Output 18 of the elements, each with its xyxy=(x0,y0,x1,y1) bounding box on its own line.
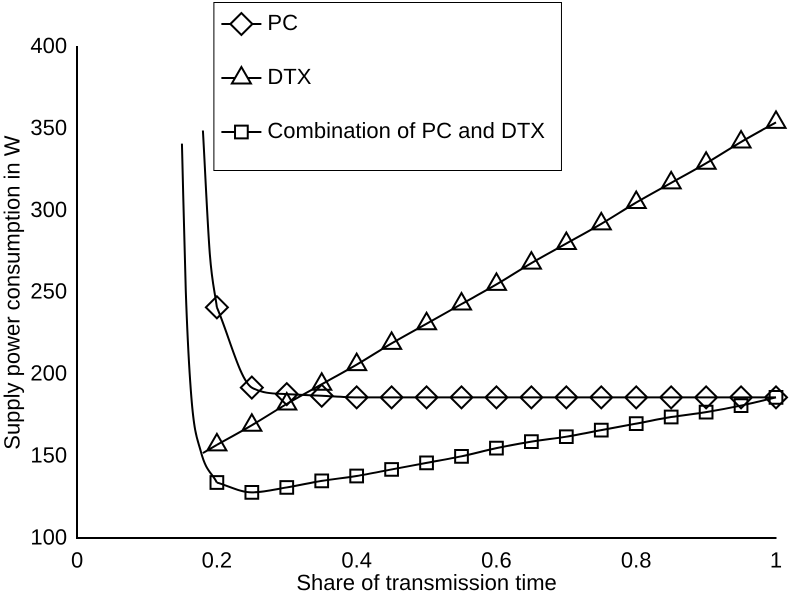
x-tick-label: 0.4 xyxy=(341,547,372,572)
y-tick-label: 300 xyxy=(30,196,68,222)
y-tick-label: 250 xyxy=(30,278,68,304)
legend-label: Combination of PC and DTX xyxy=(267,118,546,144)
legend-label: PC xyxy=(267,10,298,36)
y-tick-label: 200 xyxy=(30,360,68,386)
y-tick-label: 100 xyxy=(30,524,68,550)
y-tick-label: 400 xyxy=(30,33,68,58)
x-tick-label: 0 xyxy=(70,547,84,572)
y-axis-title: Supply power consumption in W xyxy=(0,135,24,450)
y-tick-label: 350 xyxy=(30,114,68,140)
x-tick-label: 0.8 xyxy=(620,547,652,572)
legend-label: DTX xyxy=(267,64,312,90)
x-tick-label: 0.2 xyxy=(202,547,232,572)
x-tick-label: 0.6 xyxy=(481,547,512,572)
y-tick-label: 150 xyxy=(30,442,68,468)
x-axis-title: Share of transmission time xyxy=(296,570,557,595)
x-tick-label: 1 xyxy=(770,547,782,572)
